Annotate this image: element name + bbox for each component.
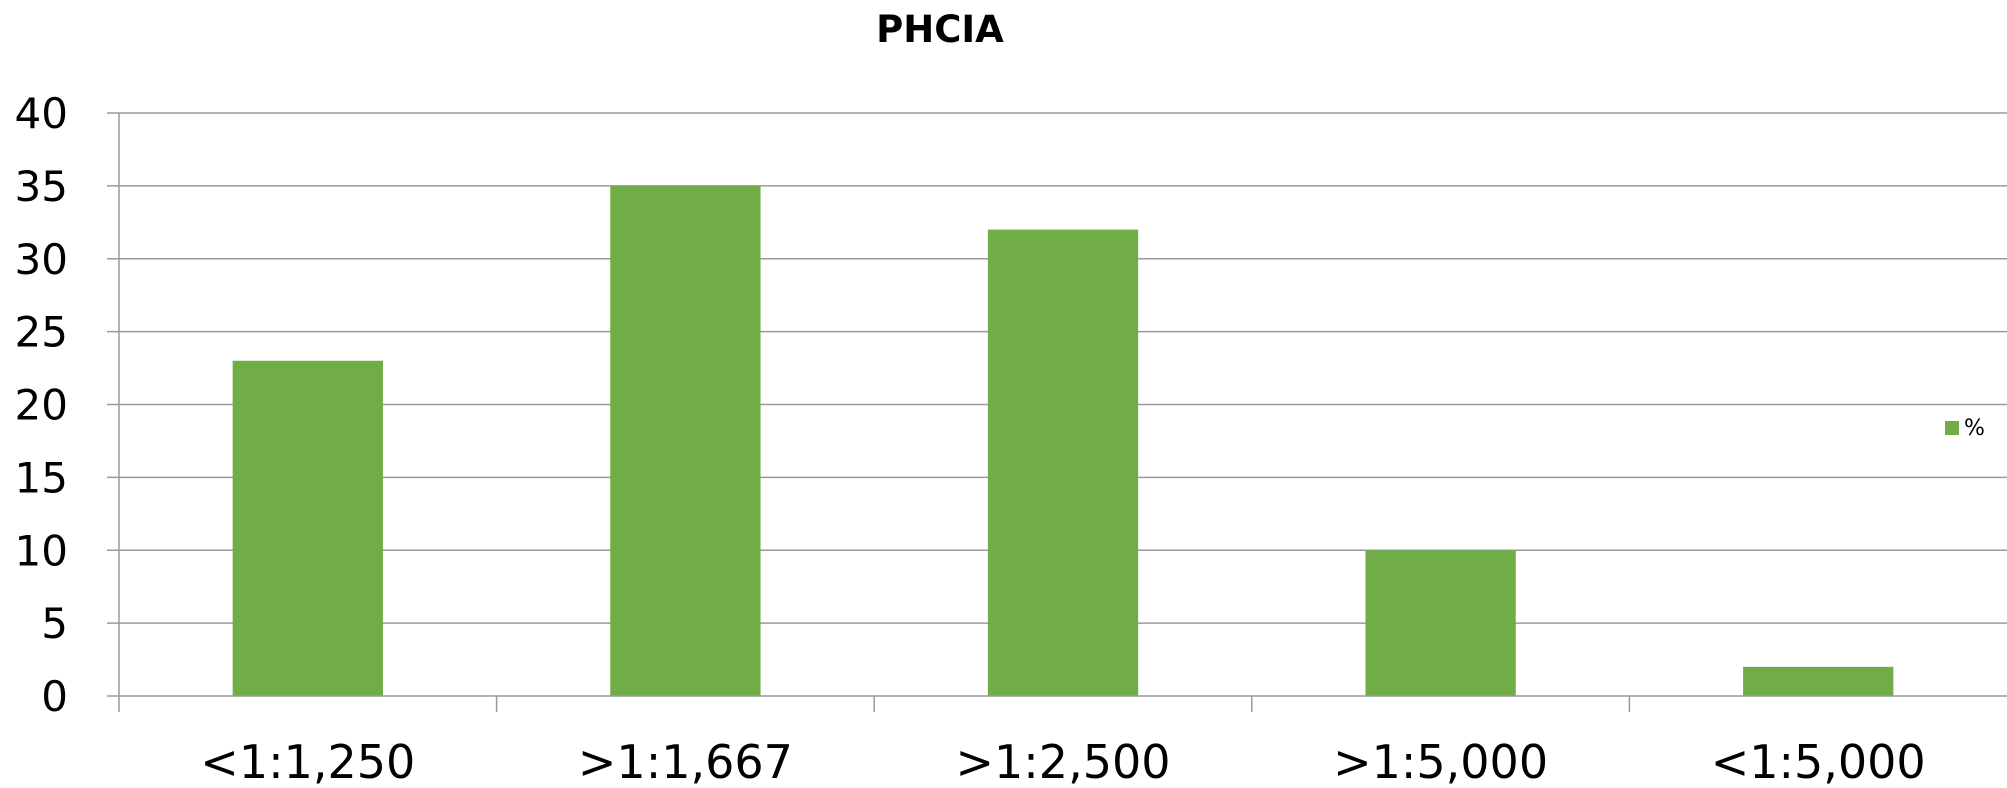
bar [232, 360, 383, 696]
bar [1365, 550, 1516, 696]
bar [987, 229, 1139, 696]
y-tick-label: 15 [15, 453, 68, 502]
axes [118, 113, 2007, 712]
legend-label: % [1964, 416, 1985, 441]
bars [232, 185, 1894, 696]
legend-swatch [1945, 421, 1959, 435]
x-category-label: <1:5,000 [1711, 735, 1926, 788]
bar [610, 185, 761, 696]
y-tick-label: 40 [15, 89, 68, 138]
x-category-label: >1:2,500 [956, 735, 1171, 788]
x-category-label: >1:5,000 [1333, 735, 1548, 788]
y-tick-label: 10 [15, 526, 68, 575]
y-tick-label: 5 [41, 599, 68, 648]
x-category-label: <1:1,250 [200, 735, 415, 788]
y-axis-tick-labels: 0 5 10 15 20 25 30 35 40 [15, 89, 119, 721]
y-tick-label: 0 [41, 672, 68, 721]
y-tick-label: 35 [15, 162, 68, 211]
y-tick-label: 25 [15, 308, 68, 357]
chart-title: PHCIA [876, 8, 1004, 51]
y-tick-label: 30 [15, 235, 68, 284]
x-category-label: >1:1,667 [578, 735, 793, 788]
y-tick-label: 20 [15, 381, 68, 430]
x-axis-category-labels: <1:1,250 >1:1,667 >1:2,500 >1:5,000 <1:5,000 [200, 735, 1925, 788]
bar [1743, 666, 1894, 696]
legend: % [1945, 416, 1985, 441]
